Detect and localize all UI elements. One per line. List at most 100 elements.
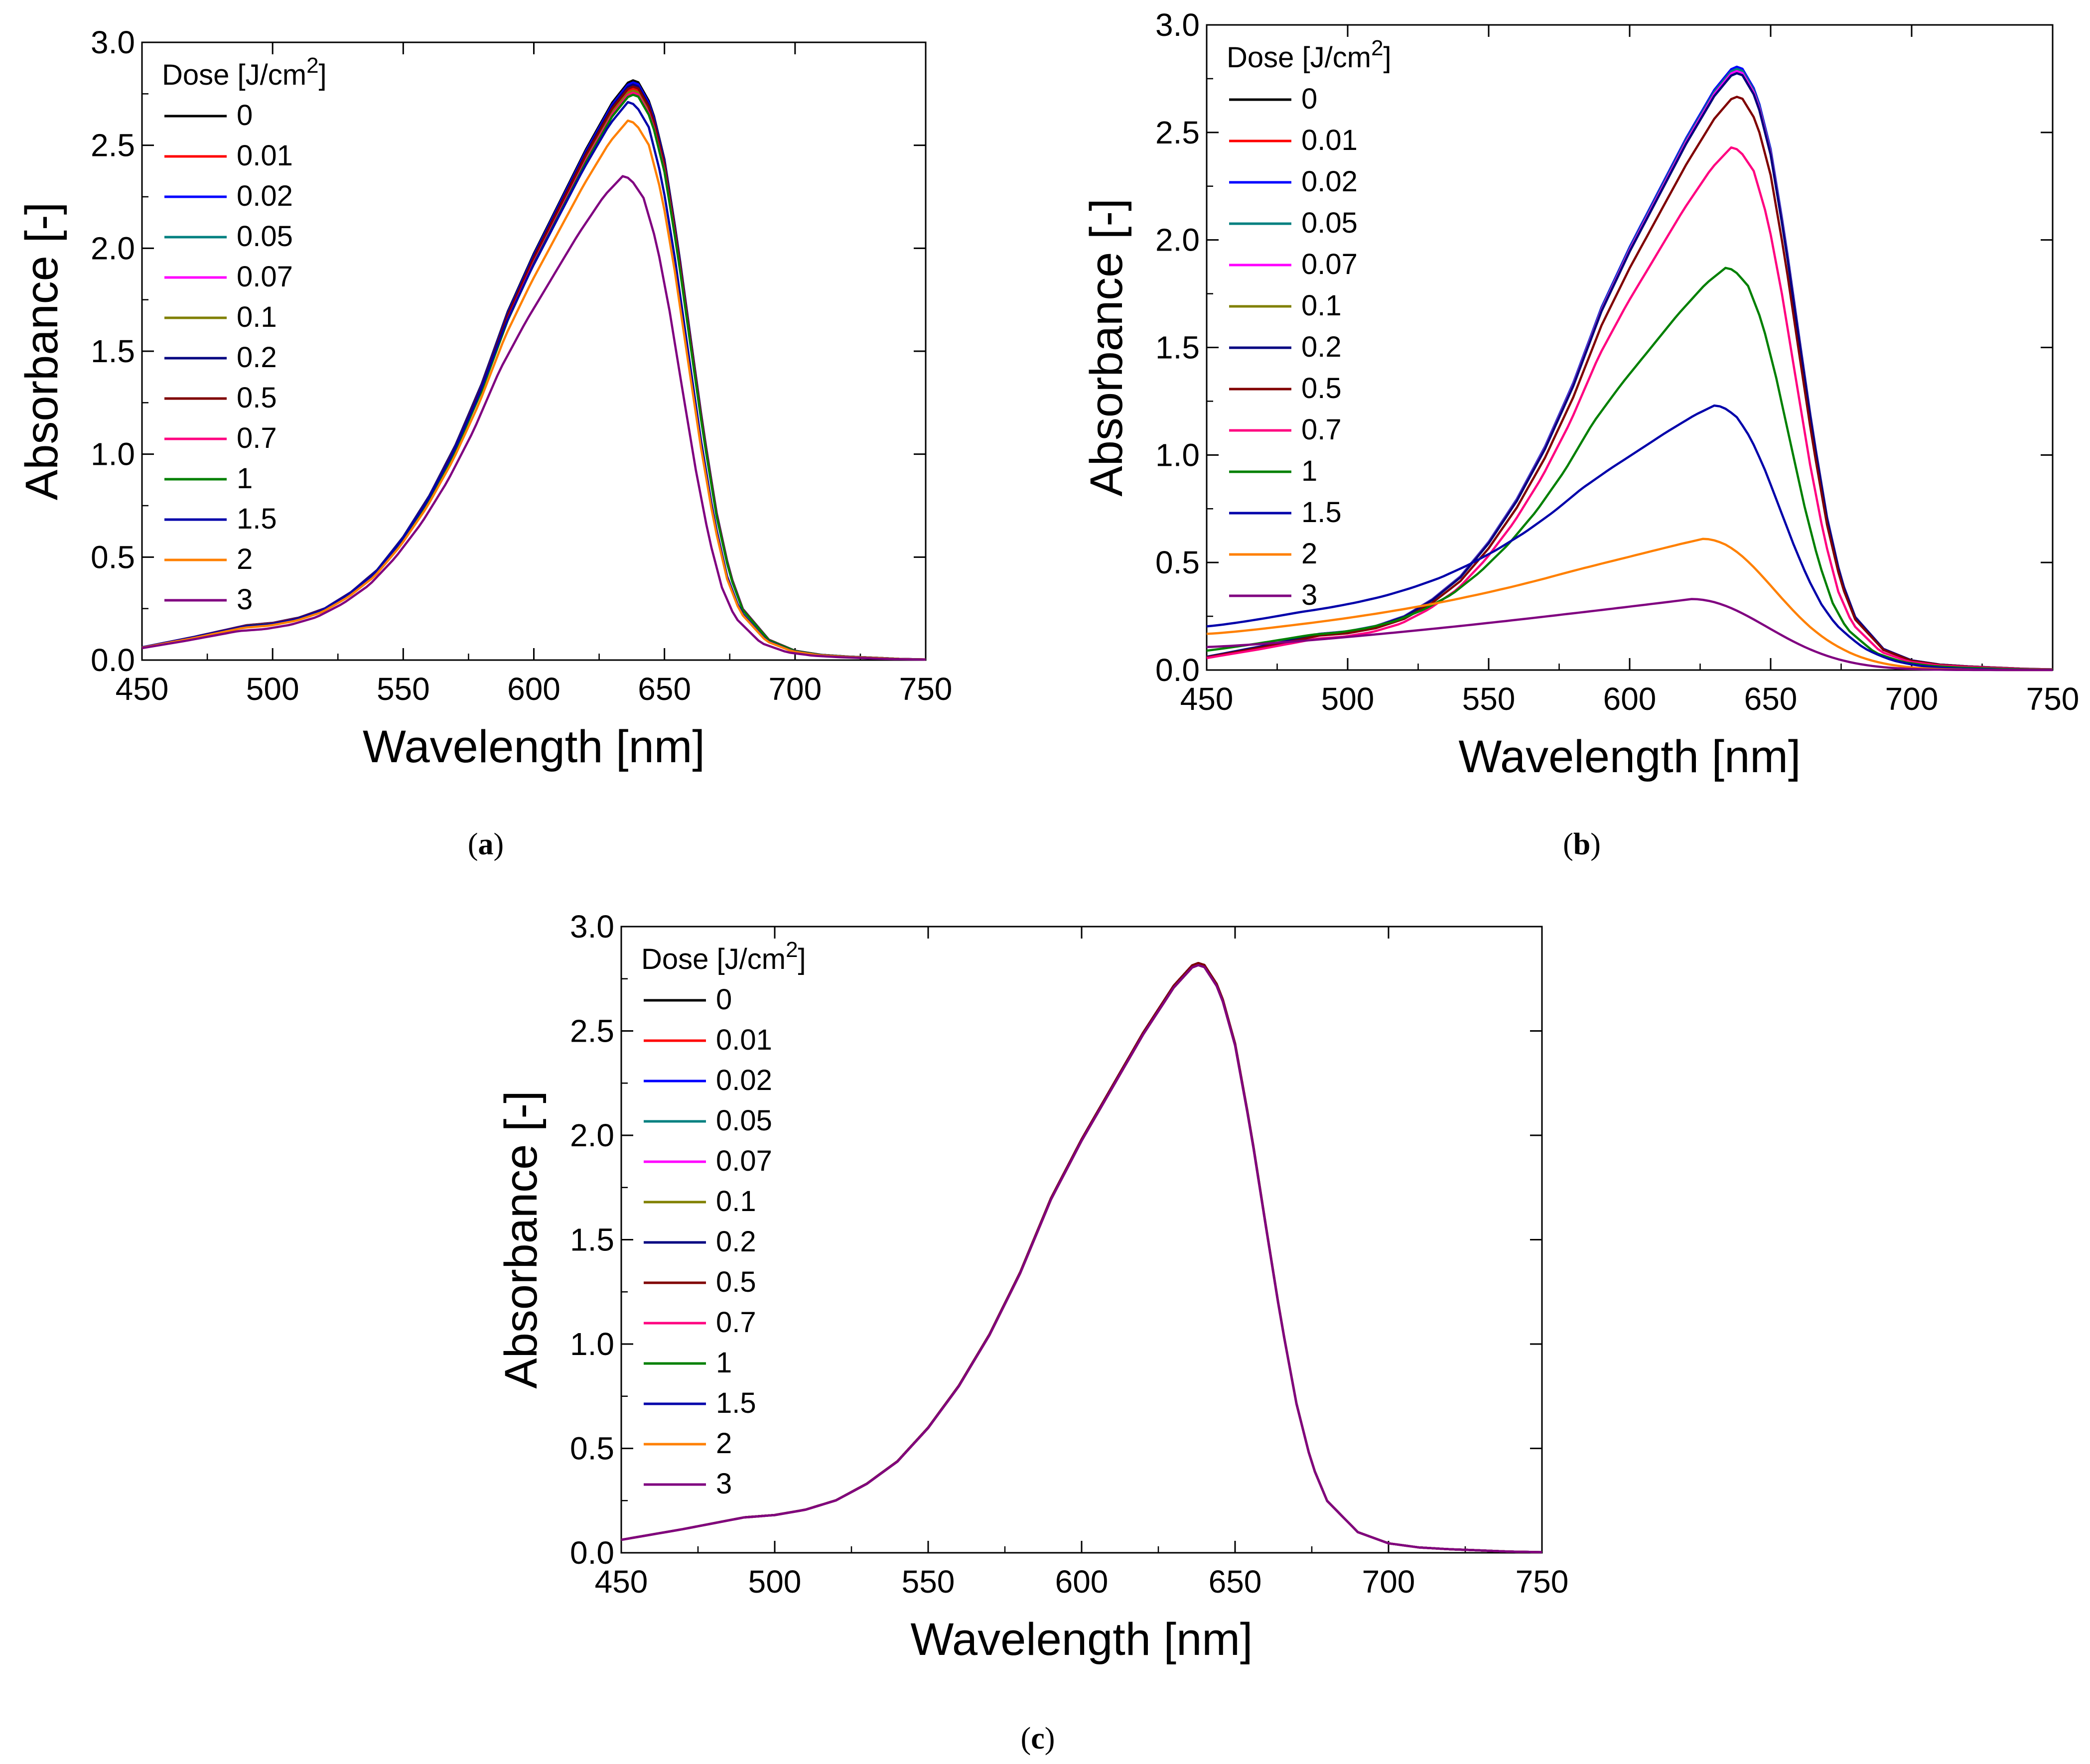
legend-label-0.05: 0.05 — [237, 220, 293, 253]
x-tick-label: 700 — [768, 671, 822, 707]
y-tick-label: 0.5 — [91, 539, 135, 575]
legend-label-0.5: 0.5 — [1301, 372, 1342, 405]
series-line-0.7 — [141, 91, 926, 661]
legend-label-0.2: 0.2 — [237, 341, 277, 374]
series-line-0.05 — [1206, 68, 2053, 671]
legend-label-0.7: 0.7 — [1301, 413, 1342, 446]
legend-label-2: 2 — [1301, 538, 1317, 570]
y-tick-label: 1.5 — [570, 1222, 614, 1258]
legend-label-2: 2 — [237, 543, 253, 575]
legend-label-0.05: 0.05 — [716, 1104, 772, 1137]
y-tick-label: 2.5 — [1155, 115, 1200, 150]
series-line-1.5 — [1206, 404, 2053, 671]
legend-label-0.7: 0.7 — [237, 422, 277, 454]
series-line-3 — [1206, 598, 2053, 672]
series-line-0.1 — [1206, 72, 2053, 671]
legend-label-0.07: 0.07 — [716, 1145, 772, 1177]
y-axis-label: Absorbance [-] — [16, 202, 67, 500]
series-line-1 — [1206, 267, 2053, 671]
x-tick-label: 650 — [1209, 1564, 1262, 1600]
legend-label-0.2: 0.2 — [1301, 331, 1342, 363]
series-line-0.02 — [1206, 65, 2053, 671]
series-line-2 — [141, 119, 926, 661]
y-tick-label: 1.0 — [570, 1326, 614, 1362]
x-tick-label: 600 — [507, 671, 560, 707]
x-tick-label: 550 — [1462, 681, 1516, 717]
x-tick-label: 650 — [638, 671, 691, 707]
x-tick-label: 450 — [116, 671, 169, 707]
x-tick-label: 750 — [1516, 1564, 1569, 1600]
x-tick-label: 550 — [377, 671, 430, 707]
x-tick-label: 450 — [595, 1564, 648, 1600]
y-axis-label: Absorbance [-] — [496, 1090, 547, 1388]
y-tick-label: 2.0 — [570, 1117, 614, 1153]
legend-label-0.01: 0.01 — [716, 1024, 772, 1056]
legend-label-0.07: 0.07 — [1301, 248, 1358, 280]
subfigure-label: (a) — [468, 827, 504, 861]
y-tick-label: 3.0 — [570, 909, 614, 945]
legend-title: Dose [J/cm2] — [641, 938, 806, 975]
legend-label-1.5: 1.5 — [237, 503, 277, 535]
series-line-0.01 — [141, 87, 926, 661]
y-axis-label: Absorbance [-] — [1081, 198, 1132, 496]
x-tick-label: 500 — [246, 671, 299, 707]
subfigure-label: (c) — [1021, 1722, 1055, 1756]
y-tick-label: 2.5 — [570, 1013, 614, 1049]
x-tick-label: 500 — [748, 1564, 802, 1600]
x-tick-label: 600 — [1603, 681, 1657, 717]
legend-label-0.5: 0.5 — [716, 1266, 756, 1298]
legend-label-2: 2 — [716, 1427, 732, 1460]
x-axis-label: Wavelength [nm] — [363, 721, 705, 772]
y-tick-label: 2.0 — [91, 230, 135, 266]
x-tick-label: 500 — [1321, 681, 1375, 717]
series-line-0.5 — [1206, 96, 2053, 671]
legend-label-0: 0 — [237, 99, 253, 132]
legend-label-3: 3 — [716, 1468, 732, 1500]
y-tick-label: 1.5 — [1155, 330, 1200, 366]
x-tick-label: 600 — [1055, 1564, 1109, 1600]
series-line-0.07 — [1206, 70, 2053, 671]
x-tick-label: 550 — [902, 1564, 955, 1600]
plot-frame — [620, 926, 1543, 1554]
legend-label-0.07: 0.07 — [237, 261, 293, 293]
legend-label-0: 0 — [1301, 83, 1317, 115]
legend-label-0.02: 0.02 — [1301, 165, 1358, 198]
legend-label-0.02: 0.02 — [237, 180, 293, 212]
series-line-0.1 — [141, 89, 926, 661]
x-tick-label: 750 — [2026, 681, 2080, 717]
y-tick-label: 2.5 — [91, 128, 135, 163]
legend-label-1: 1 — [716, 1347, 732, 1379]
legend-title: Dose [J/cm2] — [1227, 36, 1392, 74]
legend-label-0.1: 0.1 — [1301, 289, 1342, 322]
legend-label-0.1: 0.1 — [237, 301, 277, 333]
x-tick-label: 700 — [1362, 1564, 1415, 1600]
series-line-0.01 — [1206, 70, 2053, 671]
series-line-2 — [1206, 538, 2053, 672]
subfigure-label: (b) — [1563, 827, 1601, 861]
x-tick-label: 450 — [1180, 681, 1234, 717]
y-tick-label: 1.0 — [91, 436, 135, 472]
legend-label-0.05: 0.05 — [1301, 207, 1358, 239]
y-tick-label: 0.5 — [1155, 544, 1200, 580]
series-line-0.2 — [1206, 72, 2053, 671]
panel-c: 450 500 550 600 650 700 750 0.0 0.5 1.0 1.5 2.0 2.5 3… — [496, 909, 1568, 1756]
legend-label-3: 3 — [1301, 579, 1317, 611]
legend-label-1: 1 — [237, 462, 253, 495]
legend-label-0: 0 — [716, 983, 732, 1016]
series-line-0 — [1206, 68, 2053, 671]
y-tick-label: 3.0 — [1155, 7, 1200, 43]
y-tick-label: 3.0 — [91, 24, 135, 60]
x-axis-label: Wavelength [nm] — [1459, 731, 1801, 782]
series-line-3 — [621, 964, 1542, 1554]
series-line-3 — [141, 175, 926, 661]
legend-label-1: 1 — [1301, 455, 1317, 487]
y-tick-label: 1.5 — [91, 333, 135, 369]
y-tick-label: 0.0 — [91, 642, 135, 678]
panel-b: 450 500 550 600 650 700 750 0.0 0.5 1.0 1.5 2.0 2.5 3… — [1081, 7, 2079, 861]
legend-label-0.1: 0.1 — [716, 1185, 756, 1218]
y-tick-label: 2.0 — [1155, 222, 1200, 258]
panel-a: 450 500 550 600 650 700 750 0.0 0.5 1.0 1.5 2.0 2.5 3… — [16, 24, 952, 861]
legend-label-0.2: 0.2 — [716, 1225, 756, 1258]
legend-label-1.5: 1.5 — [716, 1387, 756, 1419]
